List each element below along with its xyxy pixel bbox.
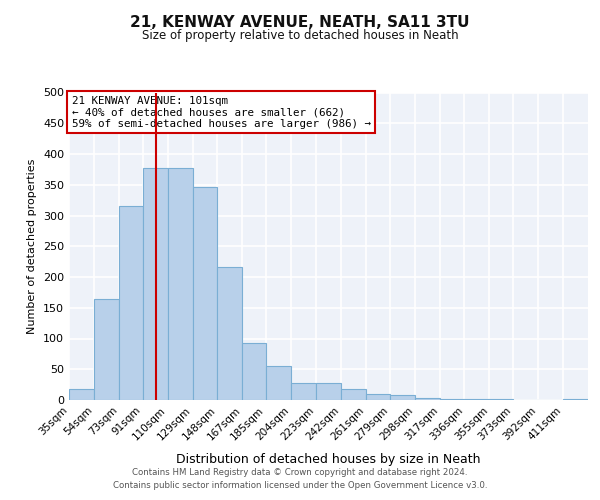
Text: Contains public sector information licensed under the Open Government Licence v3: Contains public sector information licen… <box>113 482 487 490</box>
Bar <box>415 398 440 400</box>
Y-axis label: Number of detached properties: Number of detached properties <box>28 158 37 334</box>
Bar <box>563 399 588 400</box>
Text: 21, KENWAY AVENUE, NEATH, SA11 3TU: 21, KENWAY AVENUE, NEATH, SA11 3TU <box>130 15 470 30</box>
Bar <box>143 168 167 400</box>
Text: Contains HM Land Registry data © Crown copyright and database right 2024.: Contains HM Land Registry data © Crown c… <box>132 468 468 477</box>
Bar <box>266 366 291 400</box>
Bar <box>291 383 316 400</box>
Bar <box>217 267 242 400</box>
Bar <box>69 389 94 400</box>
Text: Size of property relative to detached houses in Neath: Size of property relative to detached ho… <box>142 28 458 42</box>
Text: 21 KENWAY AVENUE: 101sqm
← 40% of detached houses are smaller (662)
59% of semi-: 21 KENWAY AVENUE: 101sqm ← 40% of detach… <box>71 96 371 129</box>
X-axis label: Distribution of detached houses by size in Neath: Distribution of detached houses by size … <box>176 453 481 466</box>
Bar <box>193 187 217 400</box>
Bar <box>242 343 266 400</box>
Bar <box>389 395 415 400</box>
Bar <box>341 389 366 400</box>
Bar <box>366 394 389 400</box>
Bar <box>119 206 143 400</box>
Bar <box>440 399 464 400</box>
Bar <box>94 298 119 400</box>
Bar <box>167 168 193 400</box>
Bar <box>316 383 341 400</box>
Bar <box>464 399 490 400</box>
